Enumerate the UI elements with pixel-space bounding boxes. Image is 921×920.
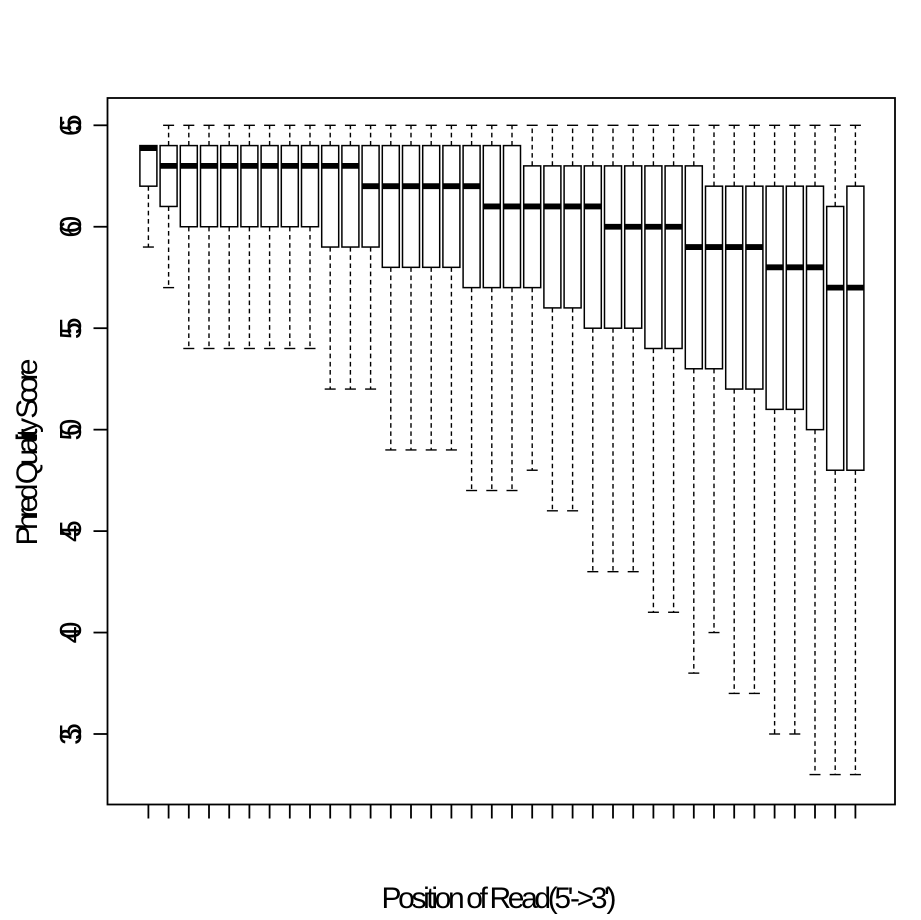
iqr-box: [805, 185, 825, 431]
box-position-3: [179, 124, 199, 350]
iqr-box: [260, 144, 279, 228]
iqr-box: [846, 185, 865, 471]
x-axis-title: Position of Read(5'->3'): [382, 882, 617, 915]
plot-frame: [106, 97, 896, 806]
iqr-box: [159, 144, 178, 208]
y-axis-title: Phred Quality Score: [11, 359, 44, 546]
box-position-30: [724, 124, 744, 695]
box-position-15: [421, 124, 441, 451]
iqr-box: [401, 144, 421, 269]
box-position-2: [159, 124, 178, 289]
box-position-21: [543, 124, 562, 512]
iqr-box: [240, 144, 259, 228]
iqr-box: [482, 144, 502, 289]
iqr-box: [724, 185, 744, 390]
box-position-26: [644, 124, 663, 613]
iqr-box: [381, 144, 401, 269]
iqr-box: [664, 165, 683, 350]
iqr-box: [583, 165, 603, 329]
box-position-1: [139, 144, 158, 248]
iqr-box: [502, 144, 522, 289]
iqr-box: [603, 165, 623, 329]
iqr-box: [825, 205, 845, 471]
box-position-22: [563, 124, 582, 512]
iqr-box: [421, 144, 441, 269]
iqr-box: [543, 165, 562, 309]
box-position-23: [583, 124, 603, 573]
y-tick-label-35: 35: [53, 723, 88, 745]
iqr-box: [361, 144, 380, 248]
iqr-box: [179, 144, 199, 228]
iqr-box: [704, 185, 724, 370]
iqr-box: [644, 165, 663, 350]
plot-area: 35 40 45 50 55 60 65: [53, 97, 896, 819]
iqr-box: [300, 144, 320, 228]
box-position-8: [280, 124, 300, 350]
y-tick-label-45: 45: [53, 520, 88, 542]
iqr-box: [765, 185, 784, 411]
iqr-box: [745, 185, 764, 390]
box-position-12: [361, 124, 380, 390]
iqr-box: [199, 144, 219, 228]
iqr-box: [462, 144, 481, 289]
box-position-28: [684, 124, 704, 674]
box-position-36: [846, 124, 865, 776]
iqr-box: [684, 165, 704, 370]
y-tick-label-50: 50: [53, 419, 88, 441]
iqr-box: [320, 144, 340, 248]
box-position-5: [219, 124, 239, 350]
iqr-box: [341, 144, 360, 248]
box-position-6: [240, 124, 259, 350]
y-tick-label-60: 60: [53, 216, 88, 238]
box-position-25: [623, 124, 643, 573]
iqr-box: [522, 165, 542, 289]
box-position-20: [522, 124, 542, 471]
box-position-18: [482, 124, 502, 492]
y-tick-label-40: 40: [53, 622, 88, 644]
y-tick-label-65: 65: [53, 114, 88, 136]
box-position-24: [603, 124, 623, 573]
box-position-9: [300, 124, 320, 350]
iqr-box: [623, 165, 643, 329]
box-position-35: [825, 124, 845, 776]
iqr-box: [280, 144, 300, 228]
iqr-box: [785, 185, 805, 411]
box-position-34: [805, 124, 825, 776]
iqr-box: [139, 144, 158, 187]
box-position-19: [502, 124, 522, 492]
box-position-17: [462, 124, 481, 492]
y-tick-label-55: 55: [53, 317, 88, 339]
iqr-box: [563, 165, 582, 309]
box-position-14: [401, 124, 421, 451]
box-position-7: [260, 124, 279, 350]
iqr-box: [219, 144, 239, 228]
box-position-10: [320, 124, 340, 390]
box-position-32: [765, 124, 784, 735]
box-position-27: [664, 124, 683, 613]
box-position-4: [199, 124, 219, 350]
box-position-29: [704, 124, 724, 634]
box-position-16: [442, 124, 461, 451]
iqr-box: [442, 144, 461, 269]
box-position-31: [745, 124, 764, 695]
box-position-13: [381, 124, 401, 451]
box-position-11: [341, 124, 360, 390]
box-position-33: [785, 124, 805, 735]
